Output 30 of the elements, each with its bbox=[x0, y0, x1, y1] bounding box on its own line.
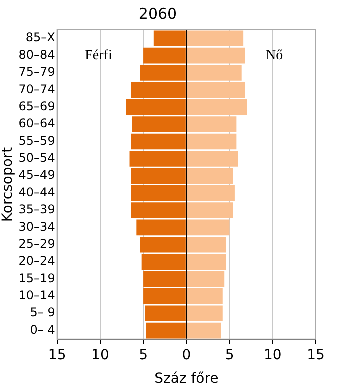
y-tick-label: 40–44 bbox=[18, 185, 56, 200]
y-axis-title: Korcsoport bbox=[0, 146, 16, 222]
y-tick-label: 5– 9 bbox=[30, 306, 56, 320]
y-tick-label: 30–34 bbox=[18, 220, 56, 234]
x-tick-label: 15 bbox=[48, 347, 66, 364]
y-tick-label: 25–29 bbox=[18, 236, 56, 251]
chart-title: 2060 bbox=[138, 4, 178, 23]
x-tick-label: 5 bbox=[225, 347, 234, 364]
y-tick-label: 15–19 bbox=[18, 271, 56, 286]
y-tick-label: 35–39 bbox=[18, 202, 56, 217]
y-tick-label: 45–49 bbox=[18, 168, 56, 182]
y-tick-label: 0– 4 bbox=[30, 322, 56, 337]
y-tick-label: 65–69 bbox=[18, 99, 56, 114]
y-tick-label: 20–24 bbox=[18, 254, 56, 268]
x-tick-label: 10 bbox=[264, 347, 282, 364]
y-tick-label: 60–64 bbox=[18, 116, 56, 131]
y-tick-label: 10–14 bbox=[18, 288, 56, 303]
y-tick-label: 80–84 bbox=[18, 48, 56, 62]
y-tick-label: 85–X bbox=[26, 30, 56, 45]
x-tick-label: 0 bbox=[182, 347, 192, 364]
x-axis-title: Száz főre bbox=[154, 371, 219, 388]
y-tick-label: 50–54 bbox=[18, 151, 56, 166]
y-tick-label: 70–74 bbox=[18, 82, 56, 96]
annotation: Nő bbox=[266, 48, 284, 64]
x-tick-label: 10 bbox=[92, 347, 110, 364]
y-tick-label: 75–79 bbox=[18, 65, 56, 80]
y-tick-label: 55–59 bbox=[18, 134, 56, 148]
x-tick-label: 5 bbox=[139, 347, 148, 364]
annotation: Férfi bbox=[85, 48, 112, 64]
x-tick-label: 15 bbox=[307, 347, 325, 364]
